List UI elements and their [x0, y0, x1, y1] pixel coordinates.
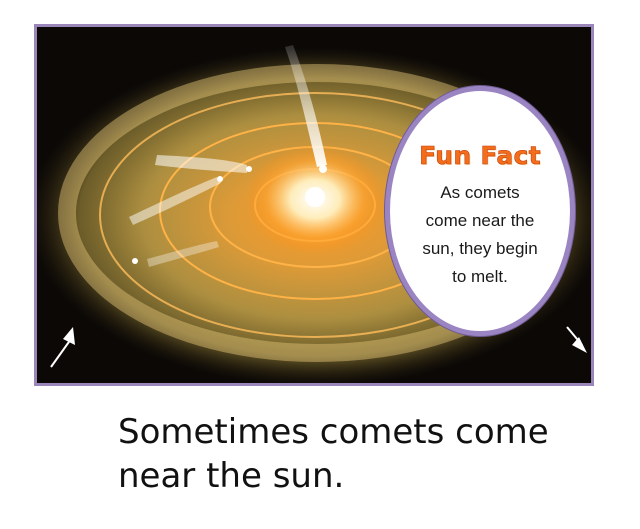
comet-tail	[155, 155, 247, 173]
sun-core	[305, 187, 325, 207]
caption-line: near the sun.	[118, 456, 345, 496]
arrow-icon	[566, 326, 587, 353]
comet-tail	[147, 241, 219, 267]
comet-head	[319, 165, 327, 173]
comet-tail	[129, 177, 221, 225]
arrow-icon	[50, 327, 75, 368]
fun-fact-line: come near the	[425, 211, 535, 230]
caption-line: Sometimes comets come	[118, 412, 549, 452]
fun-fact-text: As comets come near the sun, they begin …	[404, 179, 556, 291]
fun-fact-bubble: Fun Fact As comets come near the sun, th…	[385, 86, 575, 336]
caption: Sometimes comets come near the sun.	[118, 410, 558, 498]
fun-fact-title: Fun Fact	[419, 141, 541, 171]
comet-head	[132, 258, 138, 264]
fun-fact-line: As comets	[440, 183, 520, 202]
fun-fact-line: sun, they begin	[422, 239, 538, 258]
comet-head	[246, 166, 252, 172]
comet-head	[217, 176, 223, 182]
comet-tail	[285, 45, 327, 167]
fun-fact-line: to melt.	[452, 267, 508, 286]
